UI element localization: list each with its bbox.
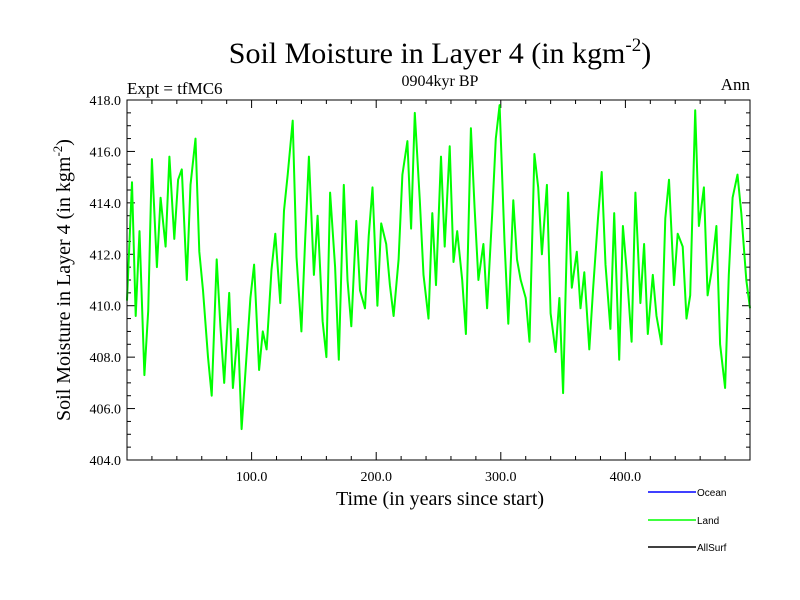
legend-label-ocean: Ocean bbox=[697, 488, 726, 499]
season-label: Ann bbox=[721, 75, 751, 94]
y-tick-label: 414.0 bbox=[90, 197, 122, 212]
y-tick-label: 412.0 bbox=[90, 248, 122, 263]
chart-title-superscript: -2 bbox=[625, 35, 641, 56]
legend-label-land: Land bbox=[697, 516, 719, 527]
x-tick-label: 100.0 bbox=[236, 470, 268, 485]
y-axis-label-superscript: -2 bbox=[50, 146, 65, 157]
x-tick-label: 200.0 bbox=[360, 470, 392, 485]
chart-subtitle: 0904kyr BP bbox=[402, 73, 479, 90]
x-tick-label: 400.0 bbox=[610, 470, 642, 485]
y-tick-label: 404.0 bbox=[90, 454, 122, 469]
y-tick-label: 418.0 bbox=[90, 94, 122, 109]
plot-frame bbox=[126, 99, 751, 461]
legend-label-allsurf: AllSurf bbox=[697, 543, 727, 554]
y-tick-label: 410.0 bbox=[90, 300, 122, 315]
chart-title: Soil Moisture in Layer 4 (in kgm-2) bbox=[229, 35, 651, 70]
y-tick-label: 416.0 bbox=[90, 145, 122, 160]
x-axis-label: Time (in years since start) bbox=[336, 488, 544, 510]
y-tick-label: 406.0 bbox=[90, 403, 122, 418]
x-tick-label: 300.0 bbox=[485, 470, 517, 485]
y-tick-label: 408.0 bbox=[90, 351, 122, 366]
y-axis-label: Soil Moisture in Layer 4 (in kgm-2) bbox=[50, 139, 75, 421]
legend: Ocean Land AllSurf bbox=[648, 488, 727, 554]
series-line-land bbox=[126, 104, 751, 431]
experiment-label: Expt = tfMC6 bbox=[127, 79, 223, 98]
